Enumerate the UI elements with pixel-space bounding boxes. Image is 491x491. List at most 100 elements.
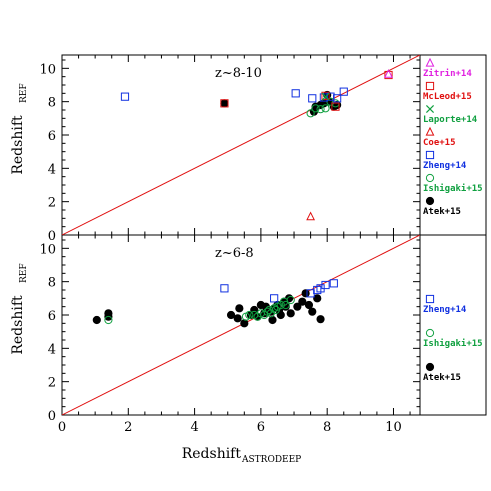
point-zheng14 (339, 87, 348, 96)
point-atek15 (233, 314, 242, 323)
y-axis-title-top-main: Redshift (10, 115, 26, 175)
legend-label-zheng14: Zheng+14 (423, 305, 467, 315)
point-atek15 (104, 309, 113, 318)
point-atek15 (281, 302, 290, 311)
x-axis-title-main: Redshift (182, 446, 242, 462)
point-atek15 (333, 100, 342, 110)
point-ishigaki15 (245, 310, 254, 320)
top-legend: Zitrin+14 McLeod+15 Laporte+14 Coe+15 Zheng+… (423, 57, 483, 217)
point-ishigaki15 (281, 300, 290, 310)
legend-label-ishigaki15: Ishigaki+15 (423, 183, 483, 194)
x-tick-label: 4 (190, 420, 198, 435)
legend-marker-atek15 (425, 362, 435, 372)
y-axis-title-bottom-main: Redshift (10, 295, 26, 355)
x-axis-title-subscript: ASTRODEEP (241, 455, 301, 465)
point-ishigaki15 (104, 315, 113, 325)
y-tick-label: 0 (48, 229, 56, 244)
point-mcleod15 (220, 99, 229, 108)
y-tick-label: 8 (48, 276, 56, 291)
point-atek15 (284, 294, 294, 303)
y-tick-label: 6 (48, 129, 56, 144)
point-atek15 (301, 289, 310, 298)
point-zitrin14 (384, 68, 393, 78)
legend-marker-zheng14 (425, 294, 435, 304)
point-zheng14 (333, 94, 342, 103)
point-atek15 (276, 310, 285, 320)
bottom-panel-title: z~6-8 (215, 246, 254, 261)
legend-marker-mcleod15 (425, 81, 435, 91)
y-tick-label: 10 (39, 62, 56, 77)
point-ishigaki15 (311, 104, 320, 113)
point-ishigaki15 (316, 105, 325, 114)
top-panel-points (120, 68, 393, 221)
point-zheng14 (291, 89, 300, 98)
point-zheng14 (308, 94, 317, 103)
point-mcleod15 (331, 102, 340, 111)
legend-label-coe15: Coe+15 (423, 138, 456, 148)
legend-marker-ishigaki15 (425, 173, 435, 183)
y-tick-label: 4 (48, 342, 56, 357)
legend-label-laporte14: Laporte+14 (423, 115, 478, 125)
point-atek15 (293, 302, 302, 311)
bottom-legend-frame (419, 234, 487, 416)
point-atek15 (308, 307, 317, 316)
point-atek15 (316, 315, 325, 324)
y-tick-label: 8 (48, 96, 56, 111)
legend-label-atek15: Atek+15 (423, 207, 461, 217)
point-zheng14 (220, 284, 229, 293)
legend-marker-zitrin14 (425, 57, 435, 67)
x-tick-label: 0 (58, 420, 66, 435)
point-atek15 (240, 319, 249, 328)
legend-label-zheng14: Zheng+14 (423, 161, 467, 171)
y-tick-label: 6 (48, 309, 56, 324)
legend-label-atek15: Atek+15 (423, 373, 461, 383)
y-tick-label: 2 (48, 376, 56, 391)
y-axis-title-top-subscript: REF (19, 83, 29, 103)
point-zheng14 (270, 294, 279, 303)
x-axis-title: Redshift ASTRODEEP (182, 446, 302, 465)
legend-marker-zheng14 (425, 150, 435, 160)
point-atek15 (286, 309, 295, 318)
legend-marker-atek15 (425, 196, 435, 206)
point-zheng14 (321, 280, 330, 290)
one-to-one-line-top (62, 55, 420, 235)
x-tick-label: 2 (124, 420, 132, 435)
y-axis-title-top: Redshift REF (10, 83, 29, 174)
y-axis-title-bottom: Redshift REF (10, 263, 29, 354)
point-zheng14 (326, 92, 335, 101)
point-atek15 (298, 297, 307, 306)
bottom-legend: Zheng+14 Ishigaki+15 Atek+15 (423, 294, 483, 383)
point-zheng14 (120, 92, 130, 101)
point-atek15 (220, 99, 229, 108)
point-atek15 (268, 315, 277, 325)
y-axis-title-bottom-subscript: REF (19, 263, 29, 283)
point-atek15 (92, 315, 101, 325)
x-tick-label: 8 (323, 420, 331, 435)
y-tick-label: 4 (48, 162, 56, 177)
point-laporte14 (321, 92, 330, 101)
x-tick-label: 6 (257, 420, 265, 435)
point-ishigaki15 (321, 104, 330, 113)
point-atek15 (313, 294, 322, 303)
point-ishigaki15 (286, 295, 295, 305)
y-tick-label: 0 (48, 409, 56, 424)
x-tick-label: 10 (385, 420, 402, 435)
y-tick-label: 10 (39, 242, 56, 257)
y-tick-label: 2 (48, 196, 56, 211)
point-atek15 (226, 310, 236, 320)
point-zheng14 (329, 279, 338, 288)
one-to-one-line (62, 55, 420, 235)
point-coe15 (306, 211, 316, 221)
legend-label-ishigaki15: Ishigaki+15 (423, 338, 483, 349)
legend-marker-coe15 (425, 126, 435, 136)
point-atek15 (304, 300, 314, 310)
point-atek15 (235, 304, 244, 313)
top-panel-title: z~8-10 (215, 66, 262, 81)
bottom-panel-points (92, 279, 338, 328)
legend-label-zitrin14: Zitrin+14 (423, 68, 472, 79)
point-mcleod15 (321, 91, 330, 100)
point-zheng14 (319, 93, 328, 102)
point-mcleod15 (384, 70, 393, 80)
